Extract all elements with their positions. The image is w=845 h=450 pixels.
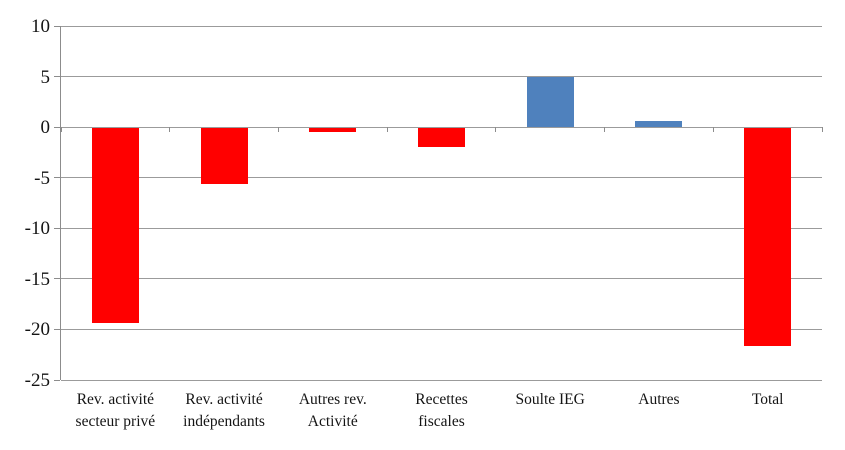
y-tick-label--10: -10 [24,218,50,240]
bar-0 [91,127,139,323]
y-tick-label--20: -20 [24,319,50,341]
y-tick-label--15: -15 [24,268,50,290]
y-tick-label--5: -5 [34,167,50,189]
x-category-label-5: Autres [638,391,680,408]
x-axis-tick [495,127,497,133]
x-axis-tick [386,127,388,133]
x-axis-tick [712,127,714,133]
x-category-label-0: Rev. activité secteur privé [75,391,156,430]
gridline-y--20 [61,328,822,330]
gridline-y-10 [61,25,822,27]
y-axis-line [60,26,61,380]
x-category-label-1: Rev. activité indépendants [183,391,265,430]
y-axis-tick [54,126,60,128]
y-tick-label--25: -25 [24,370,50,391]
y-axis-tick [54,227,60,229]
y-tick-label-10: 10 [31,16,50,37]
bar-5 [635,121,683,128]
bar-2 [309,127,357,132]
bar-6 [744,127,792,347]
gridline-y--25 [61,379,822,381]
x-axis-tick [604,127,606,133]
x-category-label-3: Recettes fiscales [415,391,468,430]
y-axis-tick [54,25,60,27]
gridline-y--5 [61,177,822,179]
gridline-y--15 [61,278,822,280]
bar-1 [200,127,248,185]
y-axis-tick [54,278,60,280]
y-axis-tick [54,177,60,179]
x-axis-tick [60,127,62,133]
gridline-y-0 [61,126,822,128]
x-axis-tick [277,127,279,133]
x-category-label-2: Autres rev. Activité [298,391,367,430]
y-axis-tick [54,76,60,78]
bar-4 [526,76,574,128]
x-category-label-6: Total [751,391,784,408]
bar-3 [418,127,465,147]
x-category-label-4: Soulte IEG [515,391,585,408]
y-axis-tick [54,328,60,330]
x-axis-tick [821,127,823,133]
gridline-y-5 [61,76,822,78]
y-tick-label-0: 0 [40,117,51,139]
x-axis-tick [169,127,171,133]
y-tick-label-5: 5 [40,66,51,88]
plot-area [54,25,823,381]
gridline-y--10 [61,227,822,229]
y-axis-tick [54,379,60,381]
